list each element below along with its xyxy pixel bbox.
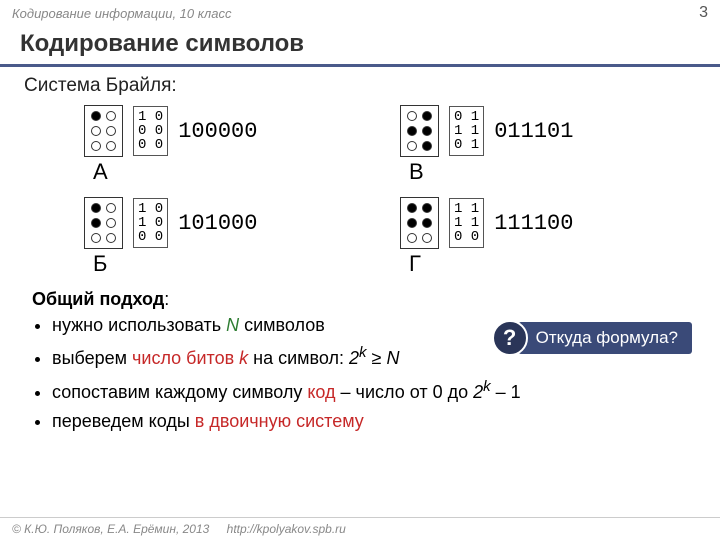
braille-dot (407, 233, 417, 243)
braille-dot (106, 126, 116, 136)
braille-letter: Г (409, 251, 421, 277)
braille-dot (106, 203, 116, 213)
braille-dot (422, 233, 432, 243)
binary-code: 101000 (178, 211, 257, 236)
binary-code: 011101 (494, 119, 573, 144)
subtitle: Система Брайля: (24, 75, 696, 97)
braille-dot (106, 218, 116, 228)
binary-code: 111100 (494, 211, 573, 236)
bit-matrix: 1 1 1 1 0 0 (449, 198, 484, 248)
braille-dot (91, 141, 101, 151)
braille-item: 0 1 1 1 0 1 011101 В (400, 105, 676, 185)
braille-dot (407, 203, 417, 213)
braille-cell (84, 105, 123, 157)
braille-dot (106, 233, 116, 243)
braille-dot (407, 111, 417, 121)
question-icon: ? (492, 320, 528, 356)
copyright: © К.Ю. Поляков, Е.А. Ерёмин, 2013 (12, 522, 209, 536)
breadcrumb: Кодирование информации, 10 класс (12, 6, 231, 21)
braille-cell (400, 105, 439, 157)
callout: ? Откуда формула? (492, 320, 692, 356)
braille-dot (422, 111, 432, 121)
braille-dot (91, 126, 101, 136)
braille-dot (422, 203, 432, 213)
braille-dot (106, 111, 116, 121)
section-heading: Общий подход: (32, 289, 696, 310)
braille-letter: В (409, 159, 424, 185)
footer-url: http://kpolyakov.spb.ru (227, 522, 346, 536)
bit-matrix: 0 1 1 1 0 1 (449, 106, 484, 156)
braille-dot (91, 233, 101, 243)
braille-item: 1 0 1 0 0 0 101000 Б (84, 197, 360, 277)
callout-text: Откуда формула? (518, 322, 692, 354)
braille-item: 1 1 1 1 0 0 111100 Г (400, 197, 676, 277)
braille-grid: 1 0 0 0 0 0 100000 А 0 1 1 1 0 1 011101 В 1 0 … (84, 105, 676, 277)
braille-dot (91, 218, 101, 228)
braille-dot (407, 126, 417, 136)
bit-matrix: 1 0 0 0 0 0 (133, 106, 168, 156)
bullet-item: переведем коды в двоичную систему (52, 410, 696, 433)
braille-dot (422, 218, 432, 228)
footer: © К.Ю. Поляков, Е.А. Ерёмин, 2013 http:/… (0, 517, 720, 540)
braille-cell (400, 197, 439, 249)
braille-dot (407, 141, 417, 151)
braille-dot (422, 126, 432, 136)
page-title: Кодирование символов (0, 26, 720, 67)
bullet-item: сопоставим каждому символу код – число о… (52, 377, 696, 404)
braille-dot (106, 141, 116, 151)
braille-dot (91, 203, 101, 213)
bit-matrix: 1 0 1 0 0 0 (133, 198, 168, 248)
binary-code: 100000 (178, 119, 257, 144)
braille-dot (407, 218, 417, 228)
braille-dot (91, 111, 101, 121)
braille-letter: Б (93, 251, 107, 277)
page-number: 3 (699, 4, 708, 22)
braille-dot (422, 141, 432, 151)
braille-cell (84, 197, 123, 249)
braille-item: 1 0 0 0 0 0 100000 А (84, 105, 360, 185)
braille-letter: А (93, 159, 108, 185)
